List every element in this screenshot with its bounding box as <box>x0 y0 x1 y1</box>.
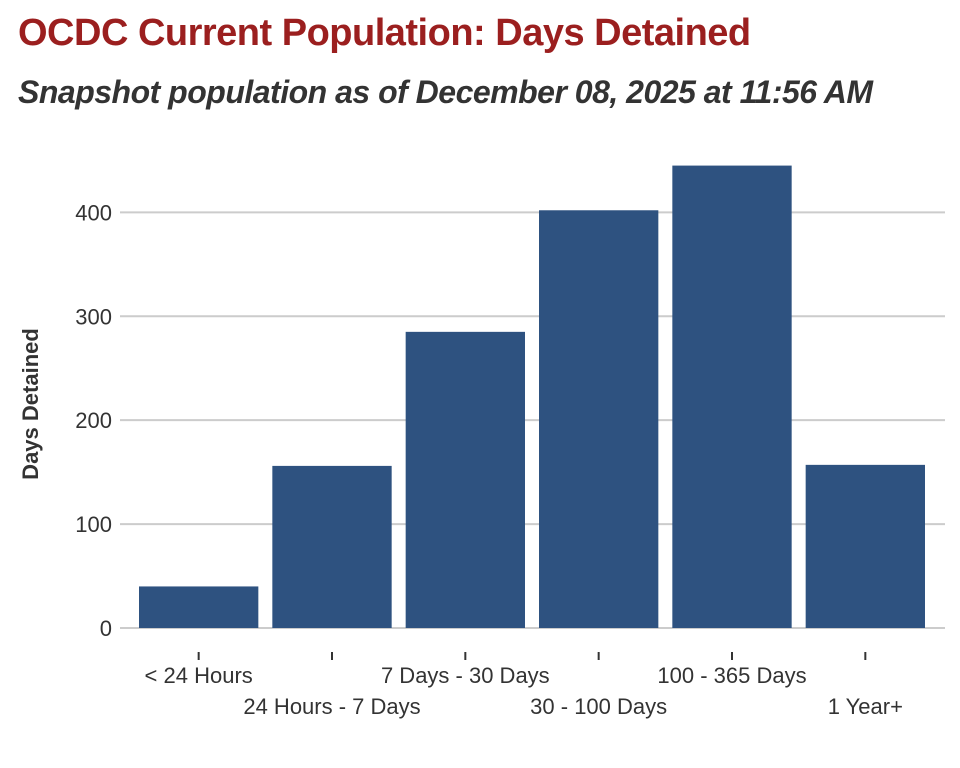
bar-4 <box>672 165 792 628</box>
y-tick-label-200: 200 <box>75 408 112 433</box>
bar-2 <box>405 331 525 628</box>
y-tick-label-0: 0 <box>100 616 112 641</box>
x-tick-label-3: 30 - 100 Days <box>530 694 667 719</box>
bar-5 <box>805 464 925 628</box>
chart-subtitle: Snapshot population as of December 08, 2… <box>18 74 873 110</box>
y-tick-label-100: 100 <box>75 512 112 537</box>
chart-title: OCDC Current Population: Days Detained <box>18 12 751 54</box>
bar-0 <box>139 586 259 628</box>
axes: 0 100 200 300 400 < 24 Hours 24 Hours - 7 Days… <box>75 200 903 719</box>
bar-1 <box>272 465 392 628</box>
x-tick-label-2: 7 Days - 30 Days <box>381 663 550 688</box>
y-axis-title: Days Detained <box>18 328 43 480</box>
x-tick-label-0: < 24 Hours <box>145 663 253 688</box>
x-tick-label-5: 1 Year+ <box>828 694 903 719</box>
y-tick-label-300: 300 <box>75 304 112 329</box>
x-tick-label-1: 24 Hours - 7 Days <box>243 694 420 719</box>
bars <box>139 165 925 628</box>
x-tick-label-4: 100 - 365 Days <box>657 663 806 688</box>
bar-3 <box>539 210 659 628</box>
y-tick-label-400: 400 <box>75 200 112 225</box>
